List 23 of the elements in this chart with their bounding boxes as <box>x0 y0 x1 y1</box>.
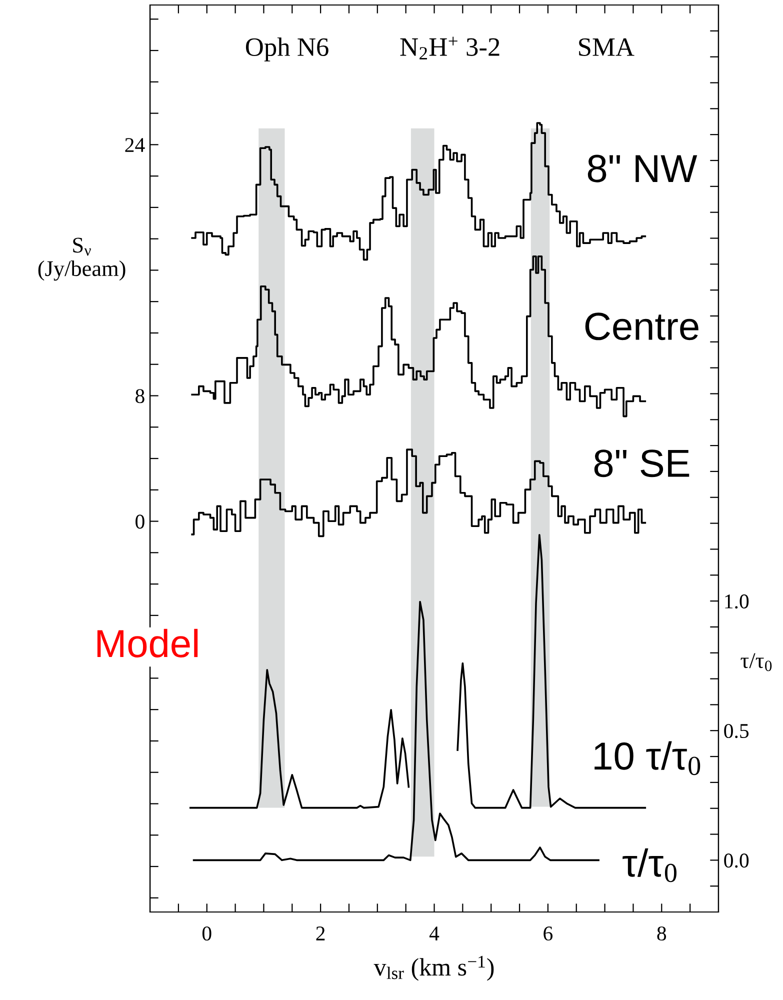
y2-tick-label: 0.5 <box>724 724 749 738</box>
annotation: Oph N6 <box>246 37 328 62</box>
x-tick-label: 4 <box>429 926 440 940</box>
annotation: N$_{2}$H$^{+}$ 3-2 <box>400 36 500 60</box>
series-label: Centre <box>585 312 698 340</box>
x-tick-label: 6 <box>544 926 553 941</box>
annotation: SMA <box>579 38 634 56</box>
y2-axis-title: τ/τ$_{0}$ <box>740 653 772 672</box>
x-axis-title: v$_{lsr}$ (km s$^{−1}$) <box>374 956 494 981</box>
annotation: Model <box>97 628 198 658</box>
x-tick-label: 2 <box>316 926 325 940</box>
y2-tick-label: 1.0 <box>725 594 749 609</box>
series-label: 10 τ/τ$_{0}$ <box>594 741 700 776</box>
y-tick-label: 0 <box>136 514 144 529</box>
y-tick-label: 8 <box>136 389 144 404</box>
x-tick-label: 8 <box>657 926 666 941</box>
series-label: τ/τ$_{0}$ <box>622 848 676 882</box>
x-tick-label: 0 <box>202 926 212 941</box>
series-label: 8" SE <box>594 450 690 478</box>
series-label: 8" NW <box>588 154 698 182</box>
y2-tick-label: 0.0 <box>724 854 749 868</box>
y-axis-title: S$_{ν}$ (Jy/beam) <box>38 238 126 281</box>
y-tick-label: 24 <box>125 138 145 152</box>
